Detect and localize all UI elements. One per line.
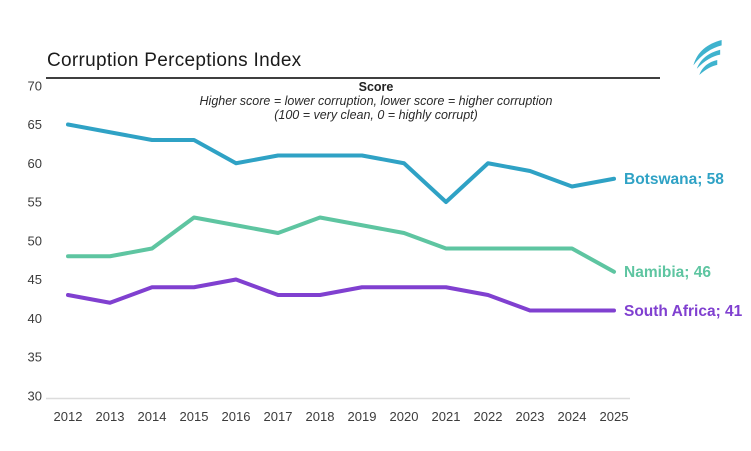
x-tick-2021: 2021 bbox=[432, 409, 461, 424]
x-axis-labels: 2012 2013 2014 2015 2016 2017 2018 2019 2020 2021… bbox=[54, 409, 629, 424]
y-tick-45: 45 bbox=[28, 272, 42, 287]
title-underline bbox=[46, 77, 660, 79]
x-tick-2019: 2019 bbox=[348, 409, 377, 424]
line-botswana bbox=[66, 122, 616, 204]
series-label-botswana: Botswana; 58 bbox=[624, 170, 724, 188]
x-tick-2017: 2017 bbox=[264, 409, 293, 424]
y-tick-30: 30 bbox=[28, 388, 42, 403]
chart-subtitle: Score Higher score = lower corruption, l… bbox=[161, 80, 591, 122]
x-tick-2025: 2025 bbox=[600, 409, 629, 424]
x-tick-2014: 2014 bbox=[138, 409, 167, 424]
x-tick-2015: 2015 bbox=[180, 409, 209, 424]
subtitle-line-1: Higher score = lower corruption, lower s… bbox=[199, 94, 553, 108]
x-tick-2020: 2020 bbox=[390, 409, 419, 424]
y-tick-50: 50 bbox=[28, 233, 42, 248]
subtitle-heading: Score bbox=[358, 80, 394, 94]
line-south-africa bbox=[66, 277, 616, 313]
y-tick-60: 60 bbox=[28, 156, 42, 171]
line-namibia bbox=[66, 215, 616, 274]
x-tick-2012: 2012 bbox=[54, 409, 83, 424]
series-label-south-africa: South Africa; 41 bbox=[624, 302, 743, 320]
y-tick-70: 70 bbox=[28, 78, 42, 93]
chart-title: Corruption Perceptions Index bbox=[47, 50, 302, 71]
x-tick-2022: 2022 bbox=[474, 409, 503, 424]
x-tick-2013: 2013 bbox=[96, 409, 125, 424]
y-tick-40: 40 bbox=[28, 311, 42, 326]
y-tick-55: 55 bbox=[28, 195, 42, 210]
y-tick-65: 65 bbox=[28, 117, 42, 132]
y-axis-labels: 70 65 60 55 50 45 40 35 30 bbox=[28, 78, 42, 403]
x-tick-2023: 2023 bbox=[516, 409, 545, 424]
x-tick-2016: 2016 bbox=[222, 409, 251, 424]
brand-logo-icon bbox=[693, 40, 722, 76]
subtitle-line-2: (100 = very clean, 0 = highly corrupt) bbox=[274, 108, 478, 122]
series-lines bbox=[66, 122, 616, 313]
series-label-namibia: Namibia; 46 bbox=[624, 263, 712, 281]
x-tick-2024: 2024 bbox=[558, 409, 587, 424]
x-tick-2018: 2018 bbox=[306, 409, 335, 424]
y-tick-35: 35 bbox=[28, 350, 42, 365]
